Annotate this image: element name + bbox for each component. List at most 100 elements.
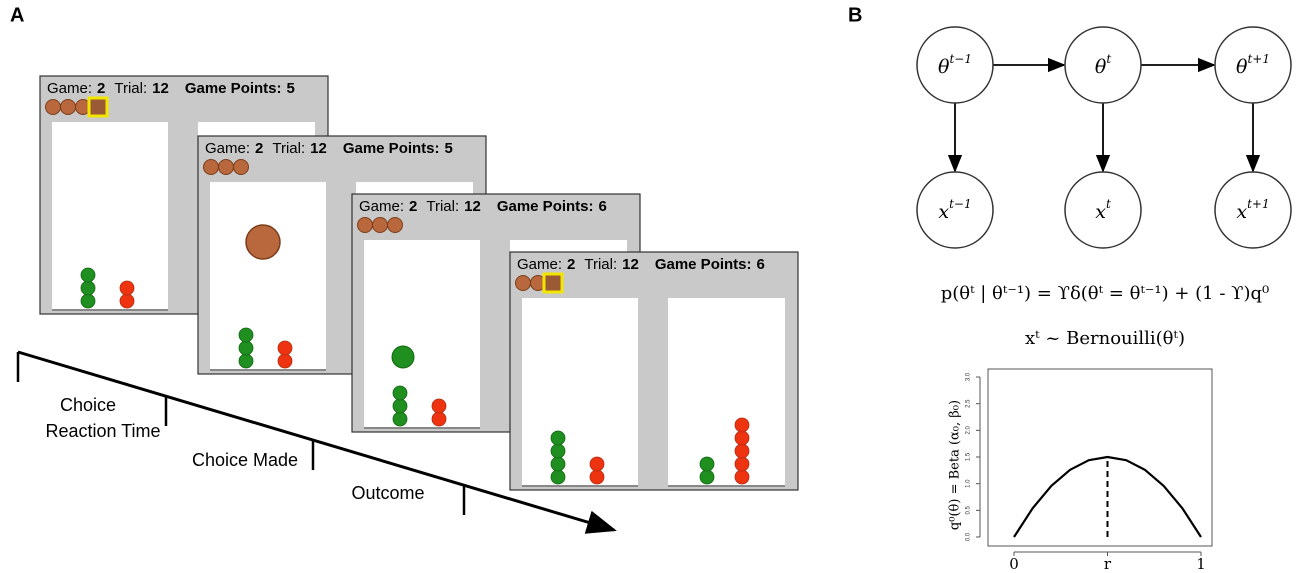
token (120, 281, 134, 295)
header-trial-label: Trial: (426, 198, 459, 215)
header-points-label: Game Points: (185, 80, 282, 97)
y-tick-label: 2.5 (966, 399, 972, 408)
coin (358, 218, 373, 233)
token (239, 341, 253, 355)
coin (234, 160, 249, 175)
token (393, 386, 407, 400)
y-tick-label: 0.5 (966, 506, 972, 515)
header-trial: 12 (310, 140, 327, 157)
node-symbol: θ (938, 56, 950, 78)
token (393, 399, 407, 413)
timeline-label: Outcome (351, 483, 424, 503)
token (590, 470, 604, 484)
header-game: 2 (255, 140, 263, 157)
y-tick-label: 1.5 (966, 452, 972, 461)
game-screen: Game: 2 Trial: 12 Game Points: 6 (510, 252, 798, 490)
header-trial: 12 (622, 256, 639, 273)
coin-highlight (544, 274, 562, 292)
node-symbol: x (1236, 201, 1247, 223)
node-superscript: t (1106, 197, 1111, 211)
timeline-label: Choice (60, 395, 116, 415)
token (551, 431, 565, 445)
node-superscript: t−1 (949, 52, 972, 66)
token (81, 294, 95, 308)
token (700, 470, 714, 484)
coin (388, 218, 403, 233)
header-game: 2 (409, 198, 417, 215)
header-points: 6 (757, 256, 765, 273)
header-game: 2 (567, 256, 575, 273)
coin (46, 100, 61, 115)
figure: A B Game: 2 Trial: 12 Game Points: 5 Game: 2 Tri… (0, 0, 1296, 573)
token (590, 457, 604, 471)
token (81, 281, 95, 295)
option-box (52, 122, 168, 310)
y-tick-label: 0.0 (966, 532, 972, 541)
coin-reward (246, 225, 280, 259)
option-box (668, 298, 785, 486)
header-points-label: Game Points: (655, 256, 752, 273)
token (735, 470, 749, 484)
timeline-label: Reaction Time (45, 421, 160, 441)
node-superscript: t+1 (1247, 197, 1270, 211)
coin (516, 276, 531, 291)
y-tick-label: 2.0 (966, 426, 972, 435)
token (735, 457, 749, 471)
token (278, 354, 292, 368)
header-game-label: Game: (205, 140, 250, 157)
coin (61, 100, 76, 115)
panel-label: A (10, 4, 24, 26)
coin-highlight (89, 98, 107, 116)
node-symbol: x (1095, 201, 1106, 223)
header-trial-label: Trial: (272, 140, 305, 157)
token (735, 431, 749, 445)
panel-label: B (848, 4, 862, 26)
header-trial: 12 (152, 80, 169, 97)
token (278, 341, 292, 355)
header-game: 2 (97, 80, 105, 97)
option-box (210, 182, 326, 370)
header-trial-label: Trial: (584, 256, 617, 273)
node-symbol: θ (1095, 56, 1107, 78)
header-trial-label: Trial: (114, 80, 147, 97)
equation: xᵗ ~ Bernouilli(θᵗ) (1025, 328, 1185, 349)
coin (373, 218, 388, 233)
token (239, 354, 253, 368)
header-game-label: Game: (47, 80, 92, 97)
token (393, 412, 407, 426)
node-symbol: θ (1236, 56, 1248, 78)
coin (219, 160, 234, 175)
header-points: 5 (287, 80, 295, 97)
token (432, 399, 446, 413)
token (551, 470, 565, 484)
token (551, 457, 565, 471)
x-tick-label: 0 (1009, 555, 1019, 573)
token (551, 444, 565, 458)
node-superscript: t (1106, 52, 1111, 66)
y-tick-label: 3.0 (966, 372, 972, 381)
token (120, 294, 134, 308)
header-game-label: Game: (517, 256, 562, 273)
node-superscript: t+1 (1247, 52, 1270, 66)
y-axis-label: q⁰(θ) = Beta (α₀, β₀) (948, 400, 963, 530)
node-superscript: t−1 (949, 197, 972, 211)
equation: p(θᵗ | θᵗ⁻¹) = ϒδ(θᵗ = θᵗ⁻¹) + (1 - ϒ)q⁰ (941, 283, 1270, 304)
token-drawn (392, 346, 414, 368)
token (81, 268, 95, 282)
token (700, 457, 714, 471)
token (432, 412, 446, 426)
option-box (522, 298, 638, 486)
header-points: 6 (599, 198, 607, 215)
option-box (364, 240, 480, 428)
token (735, 418, 749, 432)
y-tick-label: 1.0 (966, 479, 972, 488)
header-points-label: Game Points: (497, 198, 594, 215)
x-tick-label: r (1104, 555, 1112, 573)
node-symbol: x (938, 201, 949, 223)
coin (204, 160, 219, 175)
header-points-label: Game Points: (343, 140, 440, 157)
header-game-label: Game: (359, 198, 404, 215)
header-trial: 12 (464, 198, 481, 215)
token (239, 328, 253, 342)
header-points: 5 (445, 140, 453, 157)
